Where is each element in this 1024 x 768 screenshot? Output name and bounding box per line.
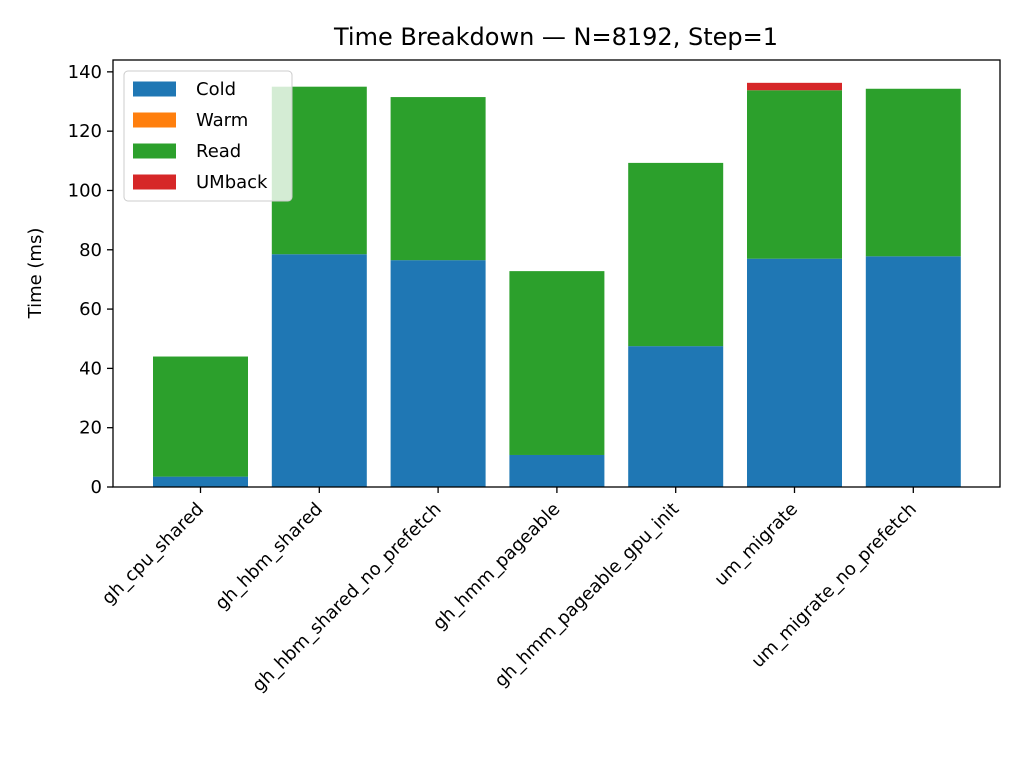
bar-cold-gh_hmm_pageable_gpu_init (628, 346, 724, 487)
y-tick-label: 40 (79, 358, 102, 379)
bar-read-um_migrate_no_prefetch (865, 88, 961, 257)
bar-read-gh_hmm_pageable (509, 271, 605, 455)
x-tick-label-gh_hbm_shared_no_prefetch: gh_hbm_shared_no_prefetch (248, 499, 445, 696)
bar-cold-gh_hbm_shared (271, 254, 367, 487)
y-tick-label: 100 (68, 180, 102, 201)
x-tick-label-gh_cpu_shared: gh_cpu_shared (98, 499, 208, 609)
y-tick-label: 60 (79, 299, 102, 320)
x-tick-label-um_migrate: um_migrate (710, 499, 802, 591)
x-axis-ticks: gh_cpu_shared gh_hbm_sharedgh_hbm_shared_… (98, 487, 921, 696)
bar-umback-um_migrate (747, 82, 842, 91)
x-tick-label-gh_hmm_pageable: gh_hmm_pageable (429, 499, 565, 635)
bar-cold-um_migrate (747, 258, 842, 487)
bar-read-um_migrate (747, 90, 842, 259)
bar-cold-gh_hbm_shared_no_prefetch (390, 260, 486, 487)
bar-read-gh_hbm_shared_no_prefetch (390, 97, 486, 261)
legend-swatch-cold (133, 81, 176, 97)
legend: Cold Warm Read UMback (123, 70, 293, 202)
bars-group (153, 82, 961, 487)
x-tick-label-gh_hbm_shared: gh_hbm_shared (211, 499, 327, 615)
y-tick-label: 140 (68, 62, 102, 83)
legend-swatch-umback (133, 174, 176, 190)
y-tick-label: 20 (79, 418, 102, 439)
y-tick-label: 0 (91, 477, 102, 498)
legend-label-cold: Cold (196, 79, 236, 100)
plot-frame (112, 59, 1001, 488)
legend-box (123, 70, 293, 202)
chart-title: Time Breakdown — N=8192, Step=1 (333, 23, 778, 51)
legend-swatch-warm (133, 112, 176, 128)
legend-label-warm: Warm (196, 110, 248, 131)
legend-label-read: Read (196, 141, 241, 162)
bar-cold-gh_hmm_pageable (509, 454, 605, 487)
legend-label-umback: UMback (196, 172, 268, 193)
bar-cold-gh_cpu_shared (153, 476, 248, 487)
bar-read-gh_hmm_pageable_gpu_init (628, 162, 724, 347)
y-axis-label: Time (ms) (25, 228, 46, 320)
y-axis-ticks: 0 20 40 60 80 100 120 140 (68, 62, 113, 498)
bar-read-gh_cpu_shared (153, 356, 248, 477)
bar-cold-um_migrate_no_prefetch (865, 256, 961, 487)
y-tick-label: 120 (68, 121, 102, 142)
legend-swatch-read (133, 143, 176, 159)
y-tick-label: 80 (79, 240, 102, 261)
